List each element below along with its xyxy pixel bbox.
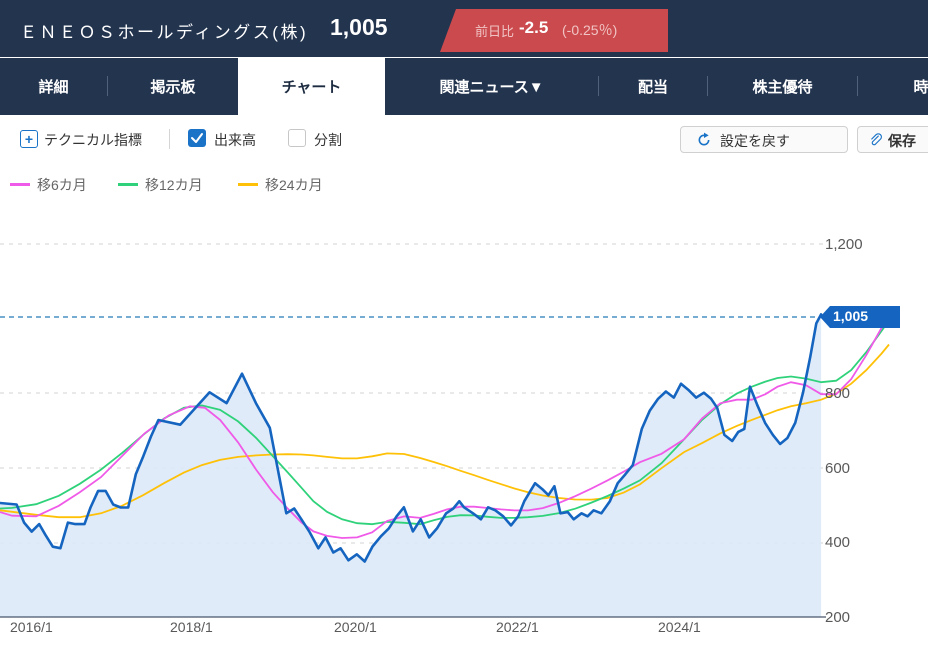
svg-text:600: 600 xyxy=(825,460,850,477)
svg-text:200: 200 xyxy=(825,609,850,626)
svg-text:2016/1: 2016/1 xyxy=(10,619,53,635)
svg-text:2020/1: 2020/1 xyxy=(334,619,377,635)
svg-text:2024/1: 2024/1 xyxy=(658,619,701,635)
svg-text:2022/1: 2022/1 xyxy=(496,619,539,635)
svg-text:1,200: 1,200 xyxy=(825,236,863,253)
svg-text:800: 800 xyxy=(825,385,850,402)
svg-text:400: 400 xyxy=(825,534,850,551)
svg-text:2018/1: 2018/1 xyxy=(170,619,213,635)
